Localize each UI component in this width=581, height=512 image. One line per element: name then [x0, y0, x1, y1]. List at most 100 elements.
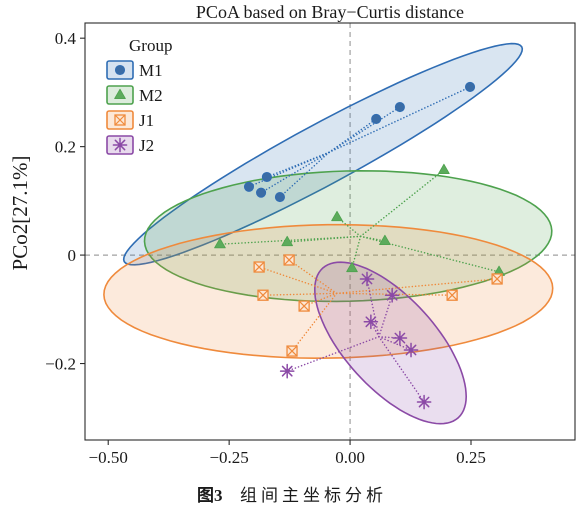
cross-marker [253, 261, 265, 273]
centroid-link-m1 [266, 151, 330, 178]
centroid-link-m1 [260, 151, 330, 194]
reference-lines [85, 23, 575, 440]
legend-entry-m2: M2 [106, 85, 163, 105]
centroid-link-j1 [288, 259, 338, 295]
centroid-link-m2 [359, 169, 445, 238]
cross-marker [114, 114, 126, 126]
point-m1-7 [274, 192, 285, 203]
cross-marker [283, 254, 295, 266]
centroid-link-j2 [366, 278, 380, 338]
legend-entry-j1: J1 [106, 110, 154, 130]
centroid-link-j2 [286, 335, 380, 372]
centroid-link-m2 [286, 235, 362, 243]
triangle-marker [114, 88, 126, 99]
centroid-link-j1 [291, 292, 338, 352]
x-tick-label: 0.25 [456, 448, 486, 467]
point-j1-4 [298, 300, 310, 312]
point-j1-6 [446, 289, 458, 301]
centroid-link-j2 [378, 335, 425, 403]
triangle-marker [281, 235, 293, 247]
point-j1-5 [286, 345, 298, 357]
point-m1-1 [464, 81, 476, 93]
asterisk-marker [359, 271, 375, 287]
confidence-ellipse-j2 [313, 261, 468, 425]
cross-marker [491, 273, 503, 285]
point-m1-5 [243, 181, 255, 192]
centroid-link-m1 [279, 151, 330, 198]
centroid-link-m1 [248, 151, 330, 188]
point-m1-4 [261, 171, 272, 183]
centroid-link-j2 [378, 335, 412, 351]
legend-entries: M1 M2 J1 J2 [106, 60, 163, 155]
caption-label: 图3 [197, 486, 223, 505]
legend-label-m1: M1 [139, 61, 163, 80]
x-tick-label: 0.00 [335, 448, 365, 467]
circle-marker [256, 187, 267, 198]
point-j1-2 [283, 254, 295, 266]
centroid-link-m1 [328, 106, 401, 154]
asterisk-marker [112, 137, 128, 153]
asterisk-marker [363, 314, 379, 330]
legend-symbol-m2 [114, 88, 126, 99]
legend-label-j1: J1 [139, 111, 154, 130]
circle-marker [261, 171, 272, 183]
triangle-marker [379, 234, 391, 245]
confidence-ellipse-j1 [103, 223, 554, 360]
caption-text: 组间主坐标分析 [240, 486, 387, 505]
point-m2-1 [438, 163, 450, 174]
triangle-marker [331, 210, 343, 222]
y-tick-label: 0 [68, 246, 77, 265]
centroid-link-j1 [258, 266, 338, 295]
cross-marker [286, 345, 298, 357]
y-tick-label: 0.4 [55, 29, 77, 48]
legend-label-j2: J2 [139, 136, 154, 155]
asterisk-marker [384, 287, 400, 303]
legend-entry-j2: J2 [106, 135, 154, 155]
triangle-marker [346, 261, 358, 273]
asterisk-marker [416, 394, 432, 410]
plot-area [85, 23, 575, 440]
point-j2-4 [392, 330, 408, 346]
cross-marker [257, 289, 269, 301]
legend-label-m2: M2 [139, 86, 163, 105]
y-axis-label: PCo2[27.1%] [8, 156, 32, 271]
legend-title: Group [129, 36, 172, 55]
centroid-link-m2 [351, 235, 362, 269]
point-m2-6 [346, 261, 358, 273]
x-tick-label: −0.25 [209, 448, 248, 467]
centroid-link-j1 [262, 292, 338, 296]
point-m1-2 [394, 102, 405, 113]
point-j2-3 [363, 314, 379, 330]
centroid-link-m1 [328, 86, 471, 154]
circle-marker [371, 113, 382, 125]
cross-marker [446, 289, 458, 301]
legend-entry-m1: M1 [106, 60, 163, 80]
circle-marker [464, 81, 476, 93]
triangle-marker [438, 163, 450, 174]
point-j2-6 [416, 394, 432, 410]
point-j2-5 [403, 342, 419, 358]
circle-marker [274, 192, 285, 203]
legend-symbol-j1 [114, 114, 126, 126]
circle-marker [114, 64, 126, 76]
axes: −0.50 −0.25 0.00 0.25 0.4 0.2 0 −0.2 [45, 29, 486, 467]
legend: Group M1 M2 J1 J2 [106, 36, 172, 155]
point-j1-7 [491, 273, 503, 285]
legend-symbol-m1 [114, 64, 126, 76]
cross-marker [298, 300, 310, 312]
point-j2-7 [279, 363, 295, 379]
asterisk-marker [392, 330, 408, 346]
chart-title: PCoA based on Bray−Curtis distance [196, 2, 464, 22]
centroid-link-m2 [359, 235, 386, 242]
triangle-marker [214, 238, 226, 249]
centroid-link-j1 [335, 292, 453, 296]
y-tick-label: 0.2 [55, 138, 76, 157]
sample-points [214, 81, 505, 410]
point-j1-3 [257, 289, 269, 301]
point-j1-1 [253, 261, 265, 273]
x-tick-label: −0.50 [89, 448, 128, 467]
y-tick-label: −0.2 [45, 355, 76, 374]
point-m2-4 [281, 235, 293, 247]
asterisk-marker [403, 342, 419, 358]
